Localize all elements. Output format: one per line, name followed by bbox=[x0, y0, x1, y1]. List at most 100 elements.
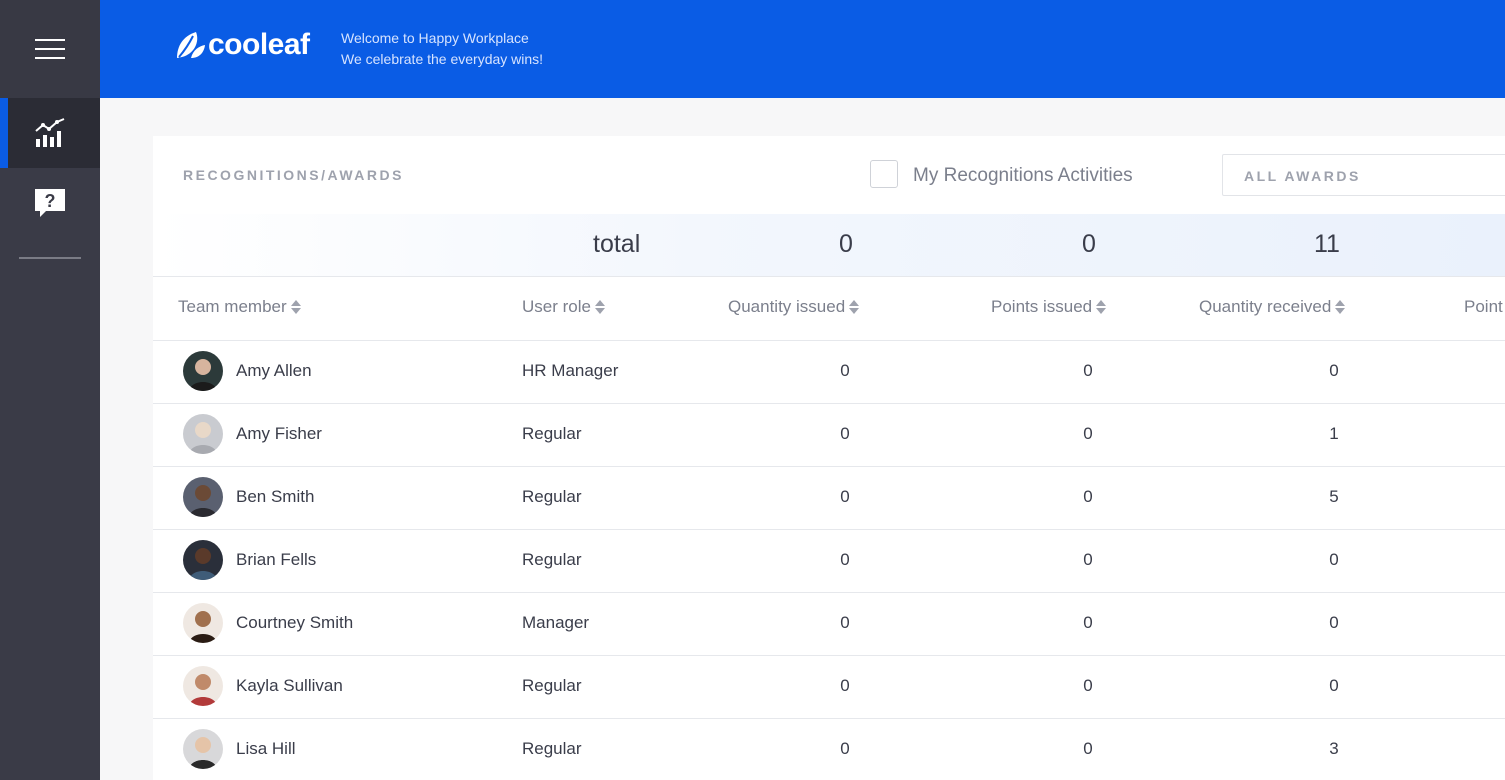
member-name[interactable]: Kayla Sullivan bbox=[236, 676, 343, 695]
recognitions-card: RECOGNITIONS/AWARDS My Recognitions Acti… bbox=[153, 136, 1505, 780]
avatar bbox=[183, 540, 223, 580]
points-issued: 0 bbox=[1083, 676, 1093, 695]
member-name[interactable]: Amy Allen bbox=[236, 361, 312, 380]
points-issued: 0 bbox=[1083, 424, 1093, 443]
user-role: Regular bbox=[522, 487, 582, 506]
avatar-image bbox=[183, 540, 223, 580]
avatar bbox=[183, 603, 223, 643]
sort-icon bbox=[594, 298, 606, 316]
avatar bbox=[183, 414, 223, 454]
avatar bbox=[183, 666, 223, 706]
avatar-image bbox=[183, 666, 223, 706]
column-header-team-member[interactable]: Team member bbox=[178, 297, 302, 317]
sort-icon bbox=[849, 298, 860, 316]
quantity-issued: 0 bbox=[840, 613, 850, 632]
award-filter-value: ALL AWARDS bbox=[1244, 168, 1361, 184]
points-issued: 0 bbox=[1083, 739, 1093, 758]
user-role: Regular bbox=[522, 676, 582, 695]
quantity-issued: 0 bbox=[840, 739, 850, 758]
table-row[interactable]: Courtney Smith Manager 0 0 0 bbox=[153, 592, 1505, 656]
quantity-received: 0 bbox=[1329, 613, 1339, 632]
column-header-quantity-issued[interactable]: Quantity issued bbox=[728, 297, 860, 317]
column-label: Quantity received bbox=[1199, 297, 1332, 316]
avatar-image bbox=[183, 603, 223, 643]
points-issued: 0 bbox=[1083, 550, 1093, 569]
svg-text:?: ? bbox=[45, 191, 56, 211]
quantity-received: 3 bbox=[1329, 739, 1339, 758]
column-header-user-role[interactable]: User role bbox=[522, 297, 606, 317]
quantity-issued: 0 bbox=[840, 550, 850, 569]
card-header: RECOGNITIONS/AWARDS My Recognitions Acti… bbox=[153, 136, 1505, 214]
sidebar: ? bbox=[0, 0, 100, 780]
column-header-quantity-received[interactable]: Quantity received bbox=[1199, 297, 1346, 317]
brand-name: cooleaf bbox=[208, 28, 310, 61]
column-label: Points issued bbox=[991, 297, 1093, 316]
table-row[interactable]: Kayla Sullivan Regular 0 0 0 bbox=[153, 655, 1505, 719]
avatar bbox=[183, 351, 223, 391]
totals-row: total 0 0 11 bbox=[153, 214, 1505, 277]
table-row[interactable]: Lisa Hill Regular 0 0 3 bbox=[153, 718, 1505, 780]
total-quantity-received: 11 bbox=[1314, 230, 1340, 258]
column-label: Quantity issued bbox=[728, 297, 846, 316]
member-name[interactable]: Lisa Hill bbox=[236, 739, 296, 758]
totals-label: total bbox=[593, 230, 641, 258]
user-role: Regular bbox=[522, 424, 582, 443]
avatar bbox=[183, 477, 223, 517]
column-header-points-received[interactable]: Point bbox=[1464, 297, 1503, 317]
table-row[interactable]: Amy Fisher Regular 0 0 1 bbox=[153, 403, 1505, 467]
table-row[interactable]: Brian Fells Regular 0 0 0 bbox=[153, 529, 1505, 593]
user-role: HR Manager bbox=[522, 361, 619, 380]
tagline-line-1: Welcome to Happy Workplace bbox=[341, 30, 529, 46]
column-header-points-issued[interactable]: Points issued bbox=[991, 297, 1107, 317]
sort-icon bbox=[1335, 298, 1346, 316]
sidebar-item-help[interactable]: ? bbox=[0, 168, 100, 238]
column-label: Point bbox=[1464, 297, 1503, 316]
sort-icon bbox=[290, 298, 302, 316]
column-label: User role bbox=[522, 297, 591, 316]
avatar-image bbox=[183, 729, 223, 769]
user-role: Regular bbox=[522, 739, 582, 758]
header-tagline: Welcome to Happy Workplace We celebrate … bbox=[341, 28, 543, 70]
quantity-issued: 0 bbox=[840, 361, 850, 380]
points-issued: 0 bbox=[1083, 487, 1093, 506]
total-points-issued: 0 bbox=[1082, 230, 1096, 258]
quantity-received: 5 bbox=[1329, 487, 1339, 506]
award-filter-select[interactable]: ALL AWARDS bbox=[1222, 154, 1505, 196]
table-row[interactable]: Amy Allen HR Manager 0 0 0 bbox=[153, 340, 1505, 404]
user-role: Manager bbox=[522, 613, 590, 632]
quantity-issued: 0 bbox=[840, 424, 850, 443]
avatar-image bbox=[183, 351, 223, 391]
top-bar: cooleaf Welcome to Happy Workplace We ce… bbox=[100, 0, 1505, 98]
sidebar-item-analytics[interactable] bbox=[0, 98, 100, 168]
points-issued: 0 bbox=[1083, 613, 1093, 632]
avatar-image bbox=[183, 477, 223, 517]
sort-icon bbox=[1096, 298, 1107, 316]
quantity-issued: 0 bbox=[840, 676, 850, 695]
points-issued: 0 bbox=[1083, 361, 1093, 380]
quantity-received: 1 bbox=[1329, 424, 1339, 443]
avatar-image bbox=[183, 414, 223, 454]
sidebar-divider bbox=[19, 257, 81, 259]
member-name[interactable]: Ben Smith bbox=[236, 487, 315, 506]
member-name[interactable]: Brian Fells bbox=[236, 550, 317, 569]
total-quantity-issued: 0 bbox=[839, 230, 853, 258]
member-name[interactable]: Amy Fisher bbox=[236, 424, 322, 443]
brand-logo[interactable]: cooleaf bbox=[174, 28, 310, 62]
table-row[interactable]: Ben Smith Regular 0 0 5 bbox=[153, 466, 1505, 530]
table-header: Team member User role Quantity issued Po… bbox=[153, 277, 1505, 341]
quantity-received: 0 bbox=[1329, 550, 1339, 569]
leaf-logo-icon bbox=[177, 32, 205, 58]
help-question-icon: ? bbox=[35, 189, 65, 217]
column-label: Team member bbox=[178, 297, 287, 316]
tagline-line-2: We celebrate the everyday wins! bbox=[341, 51, 544, 67]
my-recognitions-label[interactable]: My Recognitions Activities bbox=[913, 165, 1133, 186]
quantity-issued: 0 bbox=[840, 487, 850, 506]
avatar bbox=[183, 729, 223, 769]
analytics-chart-icon bbox=[35, 118, 65, 147]
quantity-received: 0 bbox=[1329, 676, 1339, 695]
menu-button[interactable] bbox=[0, 0, 100, 98]
my-recognitions-checkbox[interactable] bbox=[870, 160, 898, 188]
user-role: Regular bbox=[522, 550, 582, 569]
panel-title: RECOGNITIONS/AWARDS bbox=[183, 167, 404, 183]
member-name[interactable]: Courtney Smith bbox=[236, 613, 354, 632]
